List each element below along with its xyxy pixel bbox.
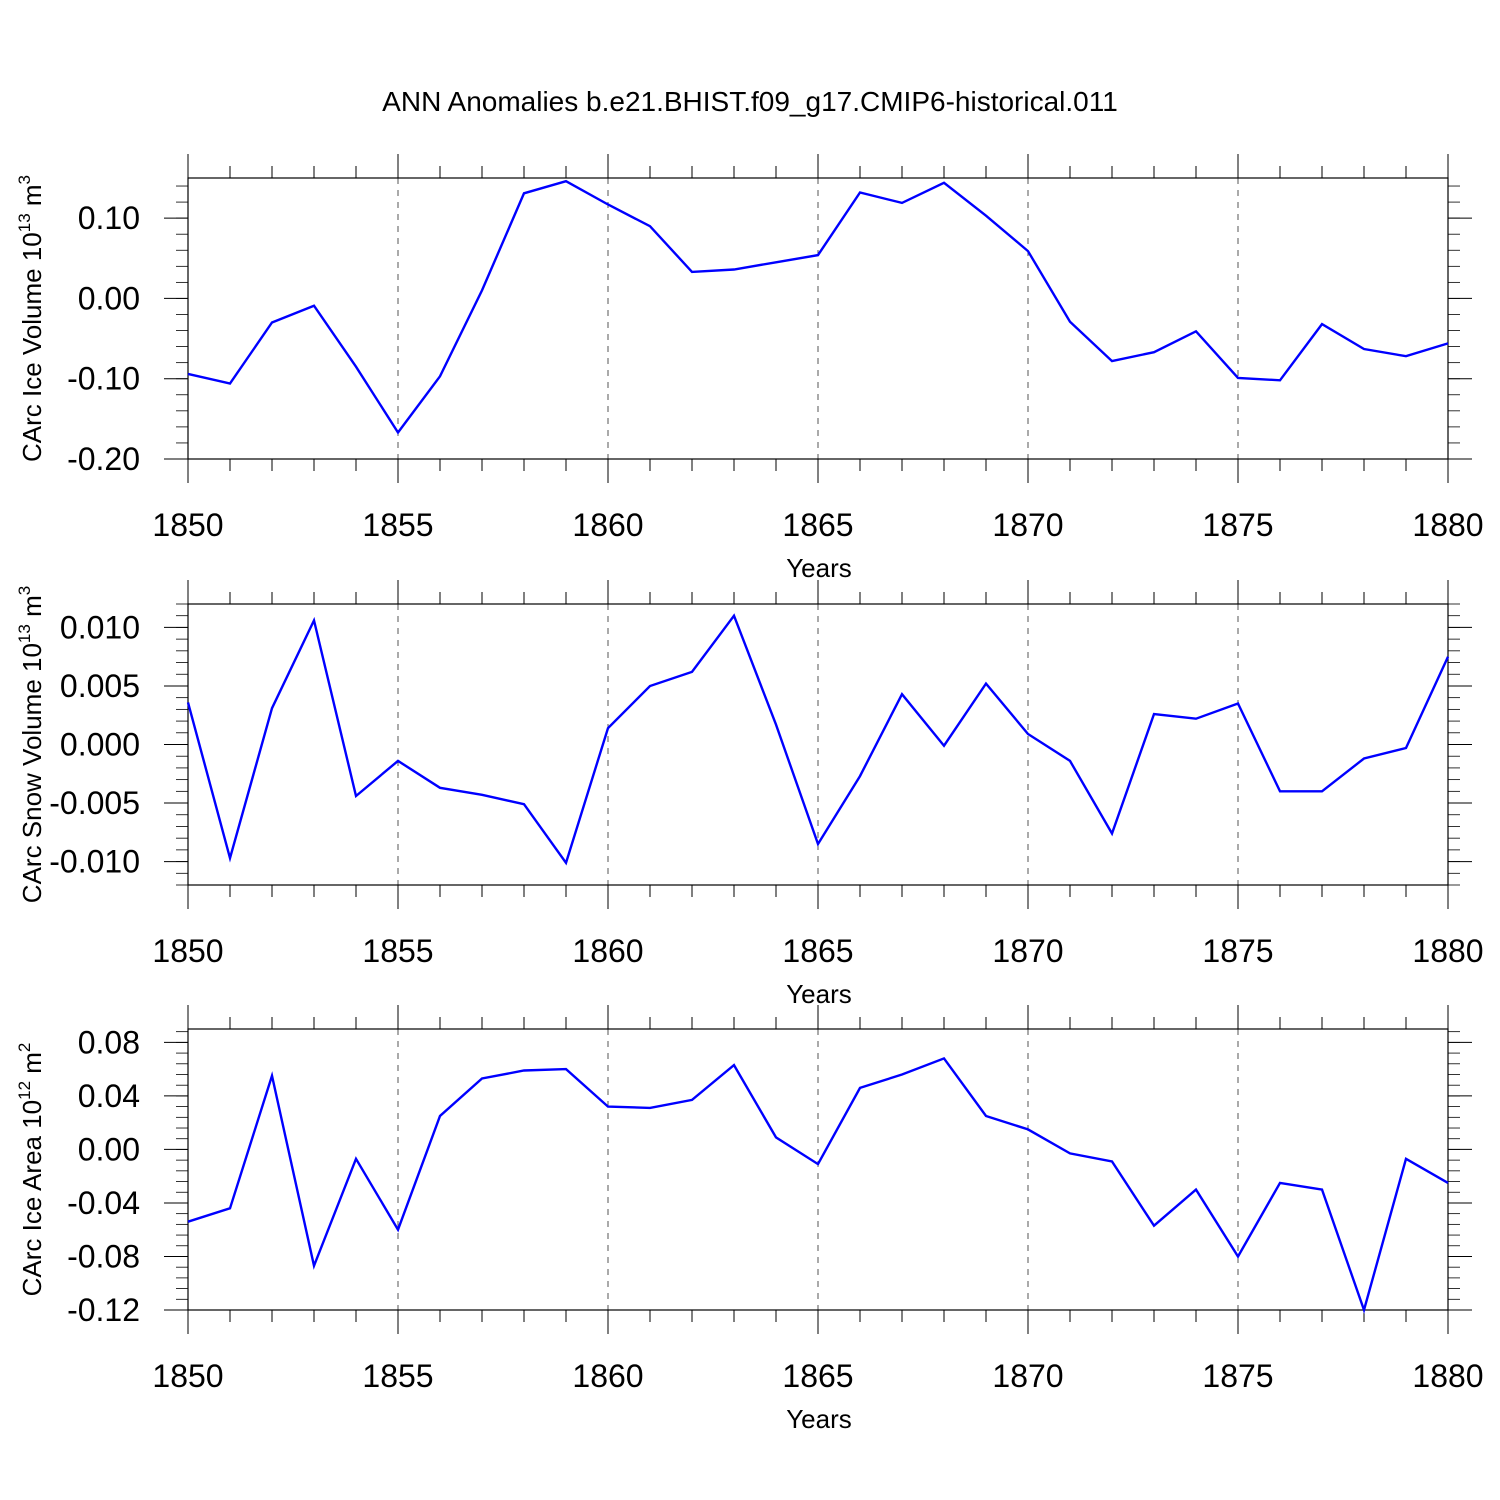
- x-tick-label: 1870: [992, 1358, 1063, 1394]
- x-tick-label: 1855: [362, 933, 433, 969]
- y-axis-label-superscript: 13: [15, 213, 34, 232]
- x-axis-label: Years: [786, 553, 852, 583]
- x-tick-label: 1870: [992, 507, 1063, 543]
- y-axis-label-text: m: [17, 184, 47, 213]
- x-tick-label: 1865: [782, 1358, 853, 1394]
- x-tick-label: 1860: [572, 933, 643, 969]
- y-tick-label: -0.10: [67, 361, 140, 397]
- y-tick-label: 0.08: [78, 1024, 140, 1060]
- y-axis-label: CArc Ice Volume 1013 m3: [15, 175, 47, 462]
- x-tick-label: 1860: [572, 507, 643, 543]
- y-tick-label: 0.00: [78, 280, 140, 316]
- x-tick-label: 1880: [1412, 507, 1483, 543]
- chart-panel-1: 0.10 0.00 -0.10 -0.20 1850 1855 1860 1865 1870 18…: [15, 154, 1484, 583]
- x-axis-label: Years: [786, 1404, 852, 1434]
- x-tick-label: 1865: [782, 933, 853, 969]
- x-tick-label: 1875: [1202, 933, 1273, 969]
- plot-frame: [187, 603, 1449, 886]
- x-tick-label: 1855: [362, 507, 433, 543]
- y-tick-label: 0.10: [78, 200, 140, 236]
- y-axis-label-text: CArc Snow Volume 10: [17, 643, 47, 903]
- chart-panel-2: 0.010 0.005 0.000 -0.005 -0.010 1850 1855 1860 1…: [15, 580, 1484, 1009]
- y-axis-label-superscript: 12: [15, 1081, 34, 1100]
- series-line: [186, 613, 1450, 866]
- y-axis-label-text: m: [17, 1052, 47, 1081]
- y-axis-label: CArc Ice Area 1012 m2: [15, 1043, 47, 1297]
- y-tick-label: -0.12: [67, 1292, 140, 1328]
- x-tick-label: 1880: [1412, 1358, 1483, 1394]
- y-tick-label: -0.08: [67, 1238, 140, 1274]
- chart-panel-3: 0.08 0.04 0.00 -0.04 -0.08 -0.12 1850 1855 1860 1…: [15, 1005, 1484, 1434]
- y-axis-label-text: m: [17, 595, 47, 624]
- y-tick-label: 0.00: [78, 1131, 140, 1167]
- figure-title: ANN Anomalies b.e21.BHIST.f09_g17.CMIP6-…: [382, 86, 1118, 117]
- y-axis-label-text: CArc Ice Area 10: [17, 1100, 47, 1297]
- x-tick-label: 1865: [782, 507, 853, 543]
- plot-frame: [187, 1028, 1449, 1311]
- y-tick-label: -0.005: [49, 785, 140, 821]
- x-axis-label: Years: [786, 979, 852, 1009]
- y-axis-label-text: CArc Ice Volume 10: [17, 232, 47, 462]
- y-axis-label: CArc Snow Volume 1013 m3: [15, 586, 47, 903]
- y-tick-label: -0.04: [67, 1185, 140, 1221]
- x-tick-label: 1870: [992, 933, 1063, 969]
- y-tick-label: 0.010: [60, 609, 140, 645]
- y-tick-label: 0.04: [78, 1078, 140, 1114]
- y-tick-label: 0.005: [60, 668, 140, 704]
- x-tick-label: 1850: [152, 933, 223, 969]
- x-tick-label: 1875: [1202, 507, 1273, 543]
- y-tick-label: -0.20: [67, 441, 140, 477]
- x-tick-label: 1855: [362, 1358, 433, 1394]
- x-tick-label: 1850: [152, 1358, 223, 1394]
- series-line: [187, 179, 1449, 435]
- y-tick-label: -0.010: [49, 844, 140, 880]
- x-tick-label: 1875: [1202, 1358, 1273, 1394]
- x-tick-label: 1860: [572, 1358, 643, 1394]
- y-tick-label: 0.000: [60, 727, 140, 763]
- y-axis-label-superscript: 3: [15, 175, 34, 184]
- y-axis-label-superscript: 2: [15, 1043, 34, 1052]
- y-axis-label-superscript: 3: [15, 586, 34, 595]
- x-tick-label: 1850: [152, 507, 223, 543]
- series-line: [187, 1056, 1449, 1315]
- x-tick-label: 1880: [1412, 933, 1483, 969]
- y-axis-label-superscript: 13: [15, 624, 34, 643]
- plot-frame: [187, 177, 1449, 460]
